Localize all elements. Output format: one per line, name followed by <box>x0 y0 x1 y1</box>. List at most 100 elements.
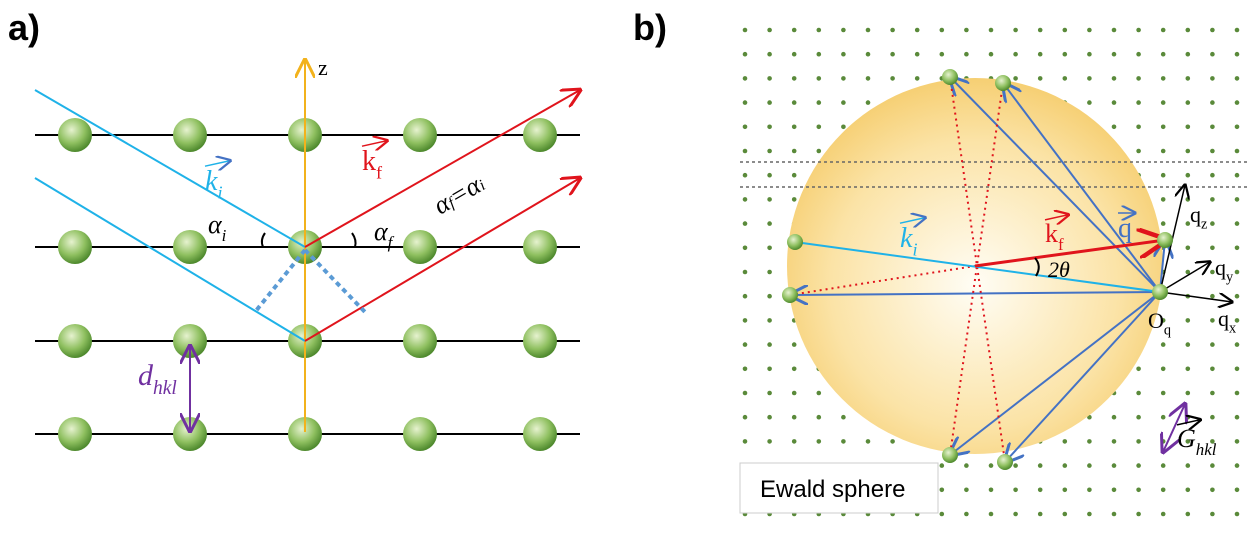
lattice-dot <box>1186 415 1191 420</box>
lattice-dot <box>1235 76 1240 81</box>
lattice-dot <box>1210 125 1215 130</box>
lattice-dot <box>841 439 846 444</box>
k-out-sub: f <box>1058 235 1064 254</box>
lattice-dot <box>792 197 797 202</box>
lattice-dot <box>767 391 772 396</box>
lattice-dot <box>1210 488 1215 493</box>
d-hkl: dhkl <box>138 359 177 399</box>
lattice-dot <box>1235 221 1240 226</box>
lattice-dot <box>1112 76 1117 81</box>
lattice-dot <box>767 270 772 275</box>
lattice-dot <box>1235 294 1240 299</box>
k-in-sub: i <box>217 182 222 202</box>
lattice-dot <box>792 149 797 154</box>
lattice-dot <box>1063 512 1068 517</box>
lattice-dot <box>1112 28 1117 33</box>
lattice-dot <box>1235 270 1240 275</box>
lattice-dot <box>964 512 969 517</box>
lattice-dot <box>1186 246 1191 251</box>
g-hkl-label-sub: hkl <box>1196 440 1217 459</box>
lattice-dot <box>1063 439 1068 444</box>
lattice-dot <box>1013 488 1018 493</box>
lattice-dot <box>1087 28 1092 33</box>
lattice-dot <box>1161 439 1166 444</box>
lattice-dot <box>767 221 772 226</box>
lattice-dot <box>1112 439 1117 444</box>
lattice-dot <box>1235 439 1240 444</box>
lattice-dot <box>1112 415 1117 420</box>
lattice-dot <box>1013 28 1018 33</box>
lattice-dot <box>1161 391 1166 396</box>
lattice-dot <box>767 318 772 323</box>
lattice-dot <box>743 342 748 347</box>
lattice-dot <box>767 100 772 105</box>
lattice-dot <box>1235 28 1240 33</box>
lattice-dot <box>817 439 822 444</box>
atom <box>995 75 1011 91</box>
qz-sub: z <box>1201 217 1207 233</box>
lattice-dot <box>817 28 822 33</box>
lattice-dot <box>1038 488 1043 493</box>
lattice-dot <box>1136 100 1141 105</box>
g-hkl-label-base: G <box>1177 424 1196 453</box>
lattice-dot <box>1136 391 1141 396</box>
lattice-dot <box>792 391 797 396</box>
lattice-dot <box>1063 52 1068 57</box>
lattice-dot <box>767 246 772 251</box>
lattice-dot <box>743 28 748 33</box>
lattice-dot <box>866 439 871 444</box>
lattice-dot <box>1186 76 1191 81</box>
lattice-dot <box>1235 512 1240 517</box>
lattice-dot <box>1161 149 1166 154</box>
atom <box>403 417 437 451</box>
qx-base: q <box>1218 306 1229 331</box>
lattice-dot <box>743 246 748 251</box>
lattice-dot <box>767 173 772 178</box>
lattice-dot <box>890 28 895 33</box>
lattice-dot <box>1235 367 1240 372</box>
lattice-dot <box>1235 197 1240 202</box>
legend-text: Ewald sphere <box>760 476 905 503</box>
lattice-dot <box>1038 512 1043 517</box>
lattice-dot <box>964 52 969 57</box>
lattice-dot <box>743 149 748 154</box>
q-axis <box>1160 262 1210 292</box>
lattice-dot <box>1161 463 1166 468</box>
axis-label: z <box>318 55 328 80</box>
lattice-dot <box>1186 149 1191 154</box>
lattice-dot <box>1235 100 1240 105</box>
lattice-dot <box>1161 342 1166 347</box>
panel-label: b) <box>633 7 667 48</box>
lattice-dot <box>767 197 772 202</box>
lattice-dot <box>743 270 748 275</box>
lattice-dot <box>989 52 994 57</box>
lattice-dot <box>1087 488 1092 493</box>
lattice-dot <box>1087 52 1092 57</box>
lattice-dot <box>1186 125 1191 130</box>
lattice-dot <box>767 342 772 347</box>
lattice-dot <box>1063 28 1068 33</box>
lattice-dot <box>915 28 920 33</box>
k-out-base: k <box>362 146 376 177</box>
lattice-dot <box>841 76 846 81</box>
lattice-dot <box>1161 197 1166 202</box>
alpha-in-sub: i <box>222 226 227 245</box>
angle-equality: αf=αi <box>429 168 490 220</box>
lattice-dot <box>1235 391 1240 396</box>
lattice-dot <box>1063 488 1068 493</box>
lattice-dot <box>1161 125 1166 130</box>
atom <box>1157 232 1173 248</box>
lattice-dot <box>1210 391 1215 396</box>
lattice-dot <box>792 125 797 130</box>
lattice-dot <box>989 28 994 33</box>
lattice-dot <box>1186 391 1191 396</box>
lattice-dot <box>1235 149 1240 154</box>
lattice-dot <box>1235 463 1240 468</box>
lattice-dot <box>1112 488 1117 493</box>
lattice-dot <box>1186 197 1191 202</box>
lattice-dot <box>743 76 748 81</box>
lattice-dot <box>1210 463 1215 468</box>
atom <box>523 417 557 451</box>
lattice-dot <box>964 28 969 33</box>
lattice-dot <box>1210 246 1215 251</box>
